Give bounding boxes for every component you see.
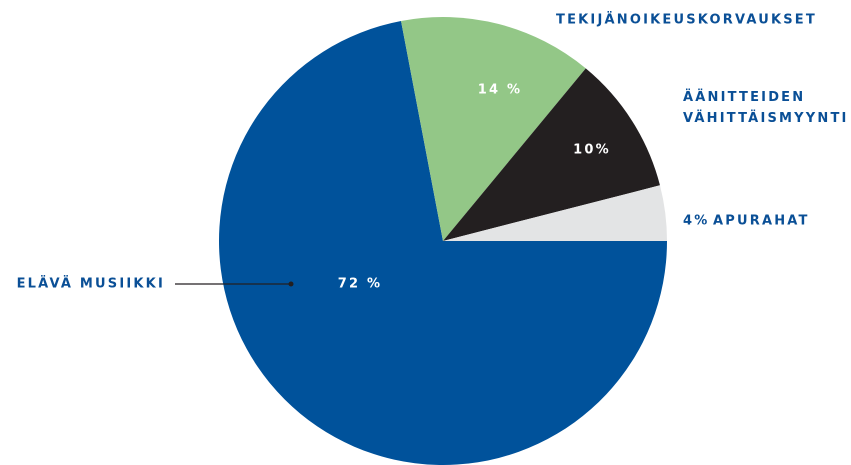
value-label: 14 % [478, 83, 522, 98]
category-label: ÄÄNITTEIDEN VÄHITTÄISMYYNTI [683, 89, 849, 126]
pie-slice [219, 20, 667, 465]
pie-slice [401, 17, 586, 241]
pie-slice [443, 185, 667, 241]
category-label: TEKIJÄNOIKEUSKORVAUKSET [556, 12, 817, 28]
pie-slice [443, 68, 660, 242]
value-label: 10% [573, 143, 611, 158]
value-label: 4% [683, 214, 709, 229]
leader-dot [288, 281, 294, 287]
category-label: APURAHAT [713, 214, 810, 229]
value-label: 72 % [338, 277, 382, 292]
category-label: ELÄVÄ MUSIIKKI [17, 276, 165, 292]
